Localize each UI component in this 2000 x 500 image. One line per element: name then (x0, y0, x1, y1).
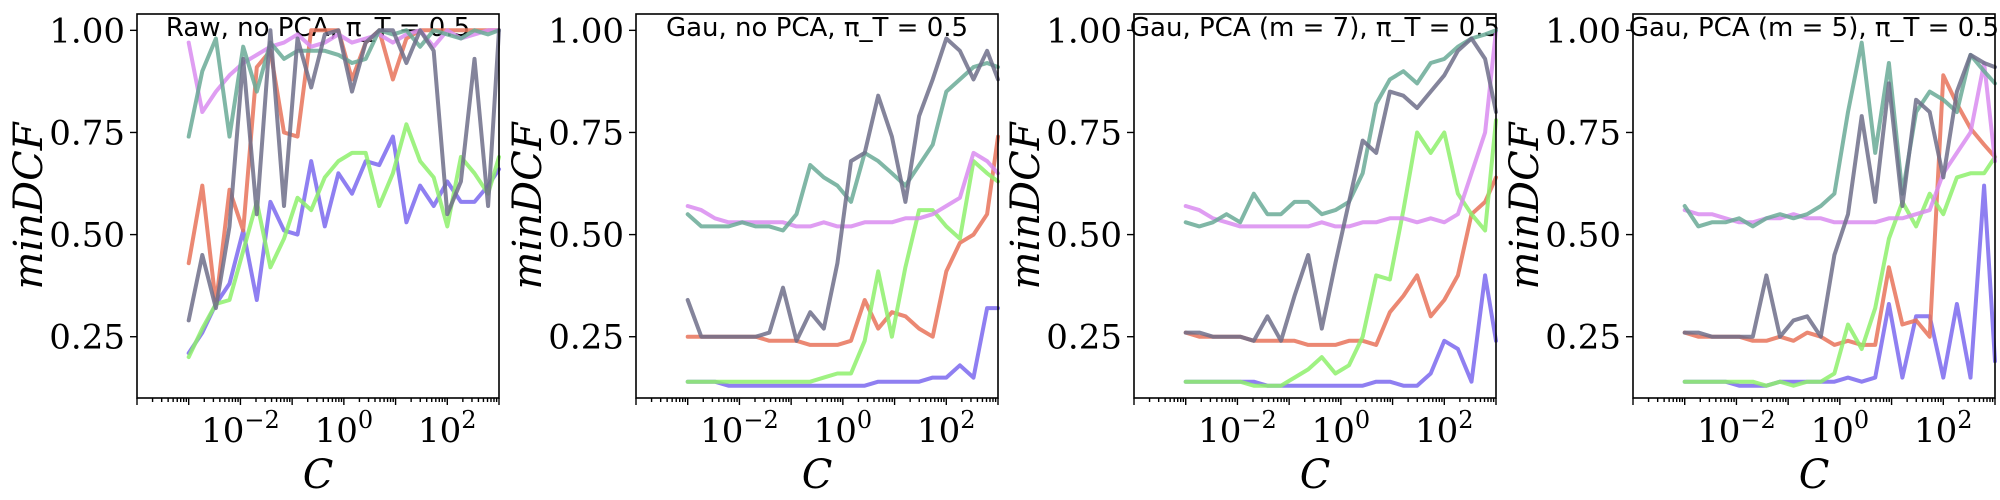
y-tick-label: 0.50 (1545, 216, 1621, 256)
series-line-2 (1682, 73, 1997, 347)
y-axis-label: minDCF (6, 121, 52, 289)
plot-area (1632, 13, 1996, 399)
x-tick-label: 10−2 (1697, 406, 1776, 451)
x-axis-label: C (303, 452, 334, 498)
series-line-4 (1183, 28, 1498, 229)
x-tick-label: 102 (418, 406, 477, 451)
x-tick-label: 100 (1312, 406, 1371, 451)
y-axis-label: minDCF (1003, 121, 1049, 289)
x-tick-label: 100 (1811, 406, 1870, 451)
y-tick-label: 1.00 (1046, 11, 1122, 51)
series-line-3 (186, 122, 501, 360)
y-tick-label: 0.75 (1046, 113, 1122, 153)
y-tick-label: 0.50 (548, 216, 624, 256)
series-line-1 (685, 306, 1000, 388)
series-line-5 (1183, 28, 1498, 229)
y-tick-label: 0.75 (49, 113, 125, 153)
chart-panel-2: Gau, no PCA, π_T = 0.5 0.25 0.50 0.75 1.00 10… (505, 11, 1000, 498)
y-axis-label: minDCF (505, 121, 551, 289)
series-line-6 (186, 28, 501, 323)
x-tick-label: 10−2 (700, 406, 779, 451)
series-line-2 (1183, 175, 1498, 347)
chart-panel-1: Raw, no PCA, π_T = 0.50.250.500.751.0010… (6, 11, 501, 498)
series-line-6 (685, 36, 1000, 343)
x-tick-label: 100 (315, 406, 374, 451)
x-tick-label: 102 (1914, 406, 1973, 451)
series-line-5 (685, 61, 1000, 233)
series-line-3 (1183, 118, 1498, 388)
y-tick-label: 0.50 (49, 216, 125, 256)
series-line-3 (685, 159, 1000, 384)
y-axis-label: minDCF (1502, 121, 1548, 289)
series-line-1 (1682, 183, 1997, 388)
y-tick-label: 0.25 (548, 318, 624, 358)
plot-area (136, 13, 500, 399)
y-tick-label: 1.00 (1545, 11, 1621, 51)
y-tick-label: 1.00 (49, 11, 125, 51)
x-axis-label: C (1300, 452, 1331, 498)
series-line-2 (685, 134, 1000, 347)
y-tick-label: 0.50 (1046, 216, 1122, 256)
x-tick-label: 102 (917, 406, 976, 451)
series-line-1 (186, 134, 501, 356)
y-tick-label: 0.25 (1545, 318, 1621, 358)
x-axis-label: C (1799, 452, 1830, 498)
y-tick-label: 1.00 (548, 11, 624, 51)
chart-title: Gau, PCA (m = 5), π_T = 0.5 (1629, 13, 1999, 43)
x-axis-label: C (802, 452, 833, 498)
y-tick-label: 0.75 (548, 113, 624, 153)
x-tick-label: 10−2 (1198, 406, 1277, 451)
series-line-3 (1682, 155, 1997, 388)
y-tick-label: 0.25 (49, 318, 125, 358)
x-tick-label: 10−2 (201, 406, 280, 451)
plot-area (1133, 13, 1497, 399)
plot-area (635, 13, 999, 399)
chart-title: Gau, PCA (m = 7), π_T = 0.5 (1130, 13, 1500, 43)
series-line-6 (1183, 36, 1498, 343)
chart-title: Gau, no PCA, π_T = 0.5 (666, 13, 968, 43)
x-tick-label: 100 (814, 406, 873, 451)
y-tick-label: 0.25 (1046, 318, 1122, 358)
y-tick-label: 0.75 (1545, 113, 1621, 153)
chart-panel-3: Gau, PCA (m = 7), π_T = 0.5 0.25 0.50 0.75 1… (1003, 11, 1500, 498)
chart-panel-4: Gau, PCA (m = 5), π_T = 0.5 0.25 0.50 0.75 1… (1502, 11, 1999, 498)
x-tick-label: 102 (1415, 406, 1474, 451)
series-line-6 (1682, 52, 1997, 339)
series-line-5 (1682, 40, 1997, 229)
